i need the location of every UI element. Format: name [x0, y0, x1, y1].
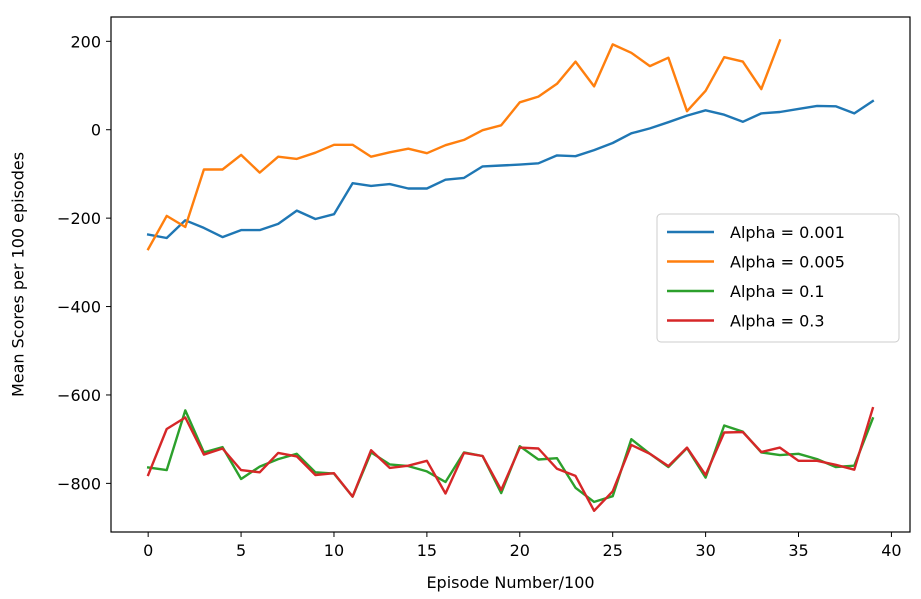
legend-label: Alpha = 0.001 — [730, 223, 845, 242]
axis-ticks: 0 5 10 15 20 25 30 35 40 −800 −600 −400 −200 0 200 — [57, 32, 902, 560]
x-tick-label: 15 — [417, 541, 437, 560]
legend-box — [656, 213, 900, 343]
series-line-1 — [146, 38, 782, 251]
x-tick-label: 0 — [143, 541, 153, 560]
series-line-0 — [146, 99, 875, 240]
legend-label: Alpha = 0.005 — [730, 253, 845, 272]
plot-frame — [110, 16, 911, 533]
y-tick-label: −800 — [57, 474, 101, 493]
series-line-2 — [146, 409, 875, 504]
x-tick-label: 40 — [881, 541, 901, 560]
y-tick-label: 0 — [91, 121, 101, 140]
y-axis-title: Mean Scores per 100 episodes — [9, 152, 28, 397]
x-tick-label: 30 — [695, 541, 715, 560]
x-tick-label: 5 — [236, 541, 246, 560]
y-tick-label: −600 — [57, 386, 101, 405]
x-tick-label: 25 — [603, 541, 623, 560]
x-axis-title: Episode Number/100 — [426, 573, 594, 592]
x-tick-label: 10 — [324, 541, 344, 560]
y-tick-label: 200 — [70, 32, 101, 51]
legend-label: Alpha = 0.1 — [730, 282, 825, 301]
x-tick-label: 20 — [510, 541, 530, 560]
y-tick-label: −400 — [57, 298, 101, 317]
legend: Alpha = 0.001 Alpha = 0.005 Alpha = 0.1 Alp… — [656, 213, 900, 343]
series-layer — [146, 38, 875, 512]
series-line-3 — [146, 406, 875, 512]
x-tick-label: 35 — [788, 541, 808, 560]
y-tick-label: −200 — [57, 209, 101, 228]
legend-label: Alpha = 0.3 — [730, 312, 825, 331]
